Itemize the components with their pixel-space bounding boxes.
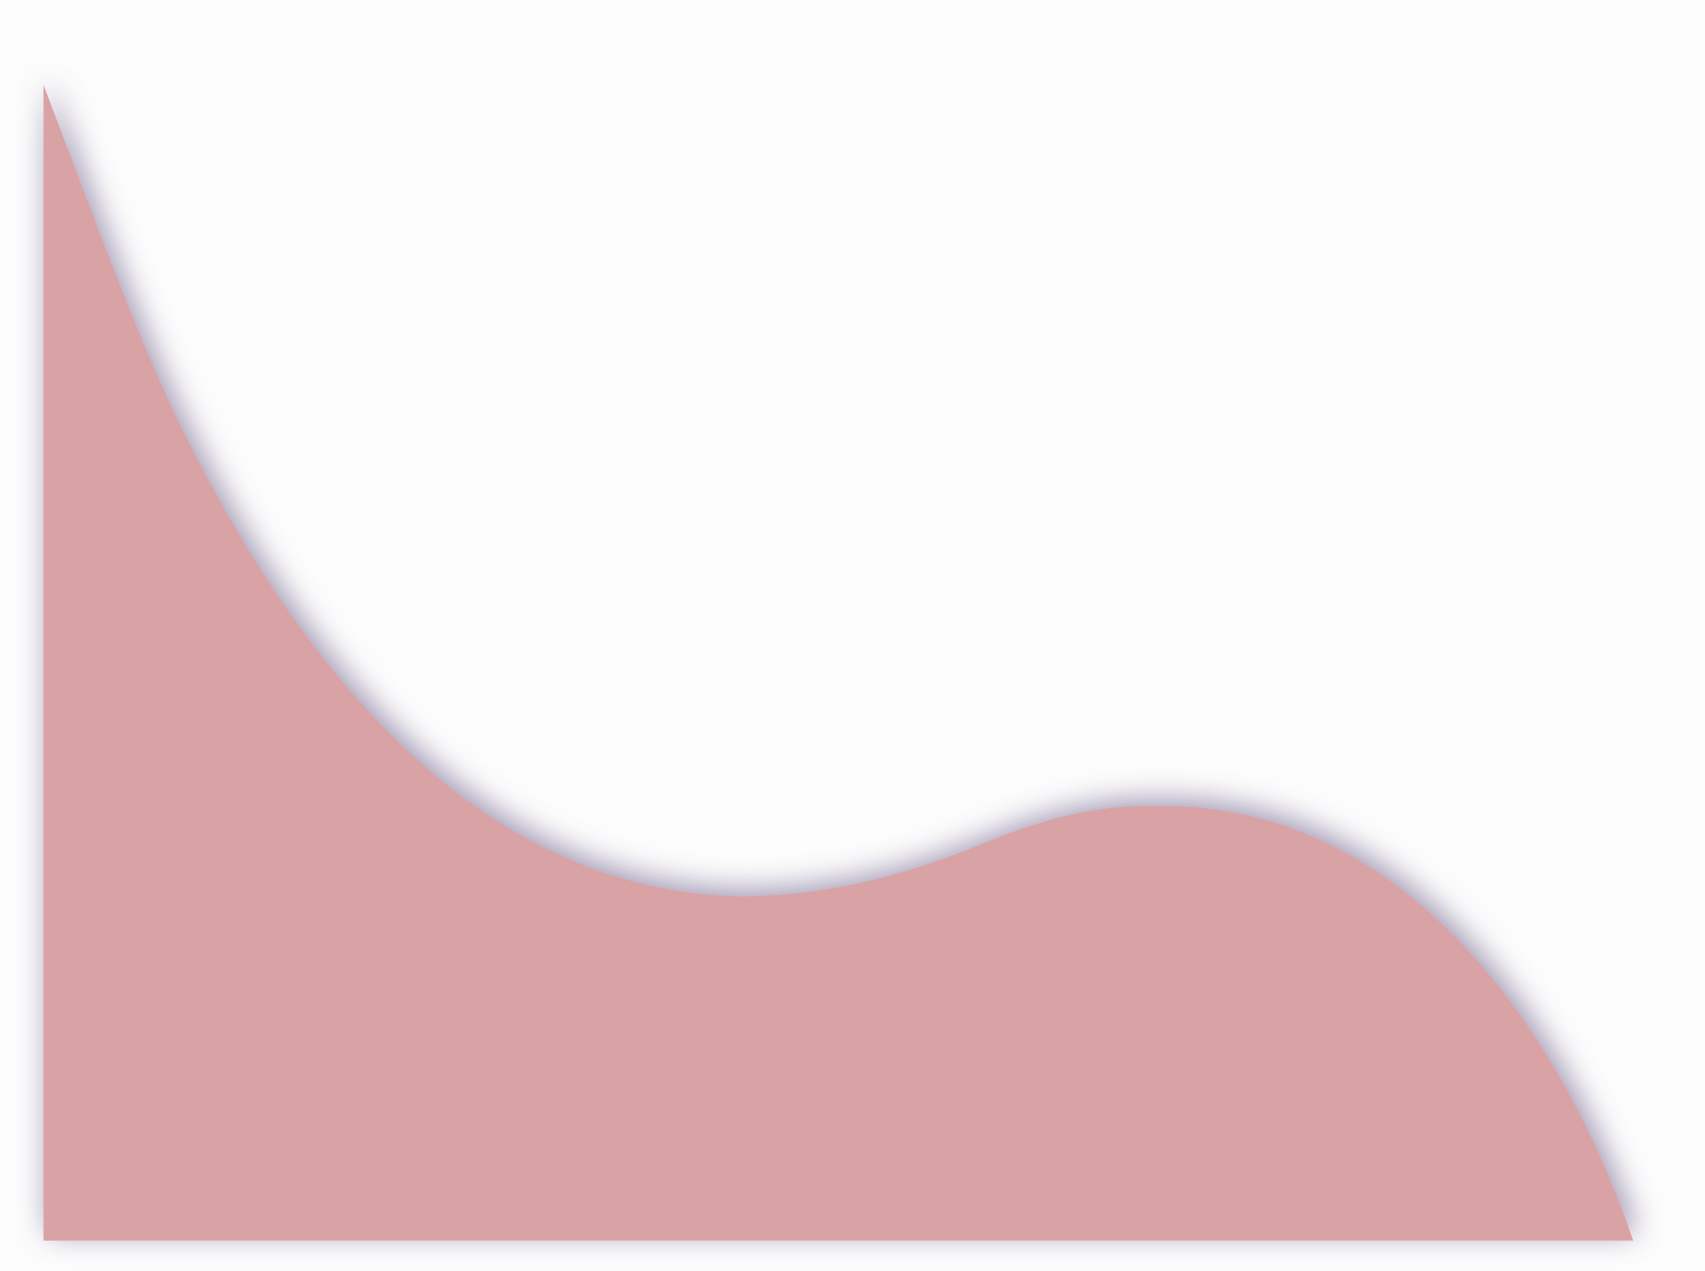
wave-shape bbox=[43, 84, 1634, 1241]
